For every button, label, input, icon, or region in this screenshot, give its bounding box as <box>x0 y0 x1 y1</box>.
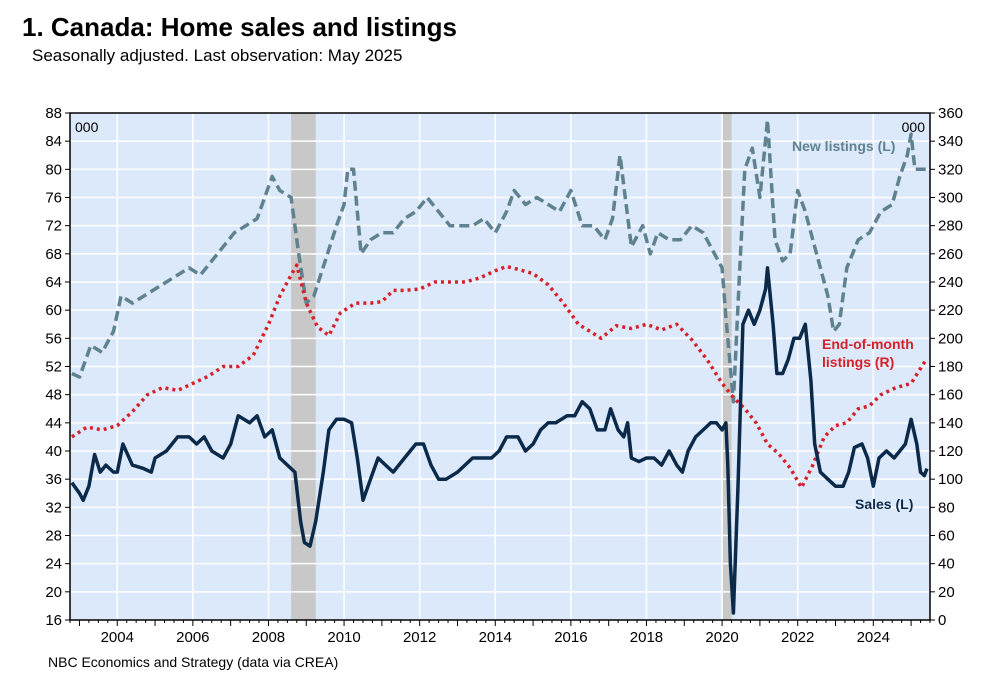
right-tick-label-40: 40 <box>938 556 955 573</box>
right-tick-label-60: 60 <box>938 528 955 545</box>
end-of-month-label-line2: listings (R) <box>822 354 894 370</box>
right-tick-label-240: 240 <box>938 274 963 291</box>
right-tick-label-180: 180 <box>938 359 963 376</box>
right-axis-unit: 000 <box>902 119 926 135</box>
x-tick-label-2020: 2020 <box>705 629 738 646</box>
left-tick-label-16: 16 <box>45 612 62 629</box>
x-tick-label-2010: 2010 <box>327 629 360 646</box>
left-tick-label-84: 84 <box>45 133 62 150</box>
right-tick-label-100: 100 <box>938 471 963 488</box>
chart-subtitle: Seasonally adjusted. Last observation: M… <box>32 46 403 65</box>
left-tick-label-56: 56 <box>45 330 62 347</box>
x-tick-label-2012: 2012 <box>403 629 436 646</box>
x-tick-label-2016: 2016 <box>554 629 587 646</box>
left-axis-unit: 000 <box>75 119 99 135</box>
chart-title: 1. Canada: Home sales and listings <box>22 12 457 42</box>
x-tick-label-2018: 2018 <box>630 629 663 646</box>
new-listings-label: New listings (L) <box>792 138 895 154</box>
left-tick-label-52: 52 <box>45 359 62 376</box>
left-tick-label-72: 72 <box>45 218 62 235</box>
end-of-month-label: End-of-month <box>822 336 914 352</box>
left-tick-label-44: 44 <box>45 415 62 432</box>
left-tick-label-24: 24 <box>45 556 62 573</box>
right-tick-label-360: 360 <box>938 105 963 122</box>
left-tick-label-36: 36 <box>45 471 62 488</box>
right-tick-label-280: 280 <box>938 218 963 235</box>
left-tick-label-40: 40 <box>45 443 62 460</box>
right-tick-label-160: 160 <box>938 387 963 404</box>
sales-label: Sales (L) <box>855 496 913 512</box>
right-tick-label-260: 260 <box>938 246 963 263</box>
right-tick-label-20: 20 <box>938 584 955 601</box>
left-tick-label-64: 64 <box>45 274 62 291</box>
new-listings-line <box>71 118 927 404</box>
right-tick-label-340: 340 <box>938 133 963 150</box>
right-tick-label-200: 200 <box>938 330 963 347</box>
x-tick-label-2008: 2008 <box>252 629 285 646</box>
axes: 2004 2006 2008 2010 2012 2014 2016 2018 2020 2022… <box>45 105 963 646</box>
right-tick-label-0: 0 <box>938 612 946 629</box>
right-tick-label-140: 140 <box>938 415 963 432</box>
series-layer <box>70 118 929 615</box>
source-note: NBC Economics and Strategy (data via CRE… <box>48 654 339 670</box>
left-tick-label-88: 88 <box>45 105 62 122</box>
x-tick-label-2024: 2024 <box>857 629 890 646</box>
left-tick-label-32: 32 <box>45 499 62 516</box>
right-tick-label-120: 120 <box>938 443 963 460</box>
left-tick-label-76: 76 <box>45 190 62 207</box>
sales-line <box>70 266 929 615</box>
x-tick-label-2014: 2014 <box>479 629 512 646</box>
x-tick-label-2004: 2004 <box>101 629 134 646</box>
left-tick-label-60: 60 <box>45 302 62 319</box>
right-tick-label-320: 320 <box>938 161 963 178</box>
left-tick-label-48: 48 <box>45 387 62 404</box>
right-tick-label-80: 80 <box>938 499 955 516</box>
gridlines <box>70 113 930 620</box>
right-tick-label-300: 300 <box>938 190 963 207</box>
left-tick-label-20: 20 <box>45 584 62 601</box>
left-tick-label-28: 28 <box>45 528 62 545</box>
left-tick-label-80: 80 <box>45 161 62 178</box>
x-tick-label-2022: 2022 <box>781 629 814 646</box>
left-tick-label-68: 68 <box>45 246 62 263</box>
x-tick-label-2006: 2006 <box>176 629 209 646</box>
right-tick-label-220: 220 <box>938 302 963 319</box>
